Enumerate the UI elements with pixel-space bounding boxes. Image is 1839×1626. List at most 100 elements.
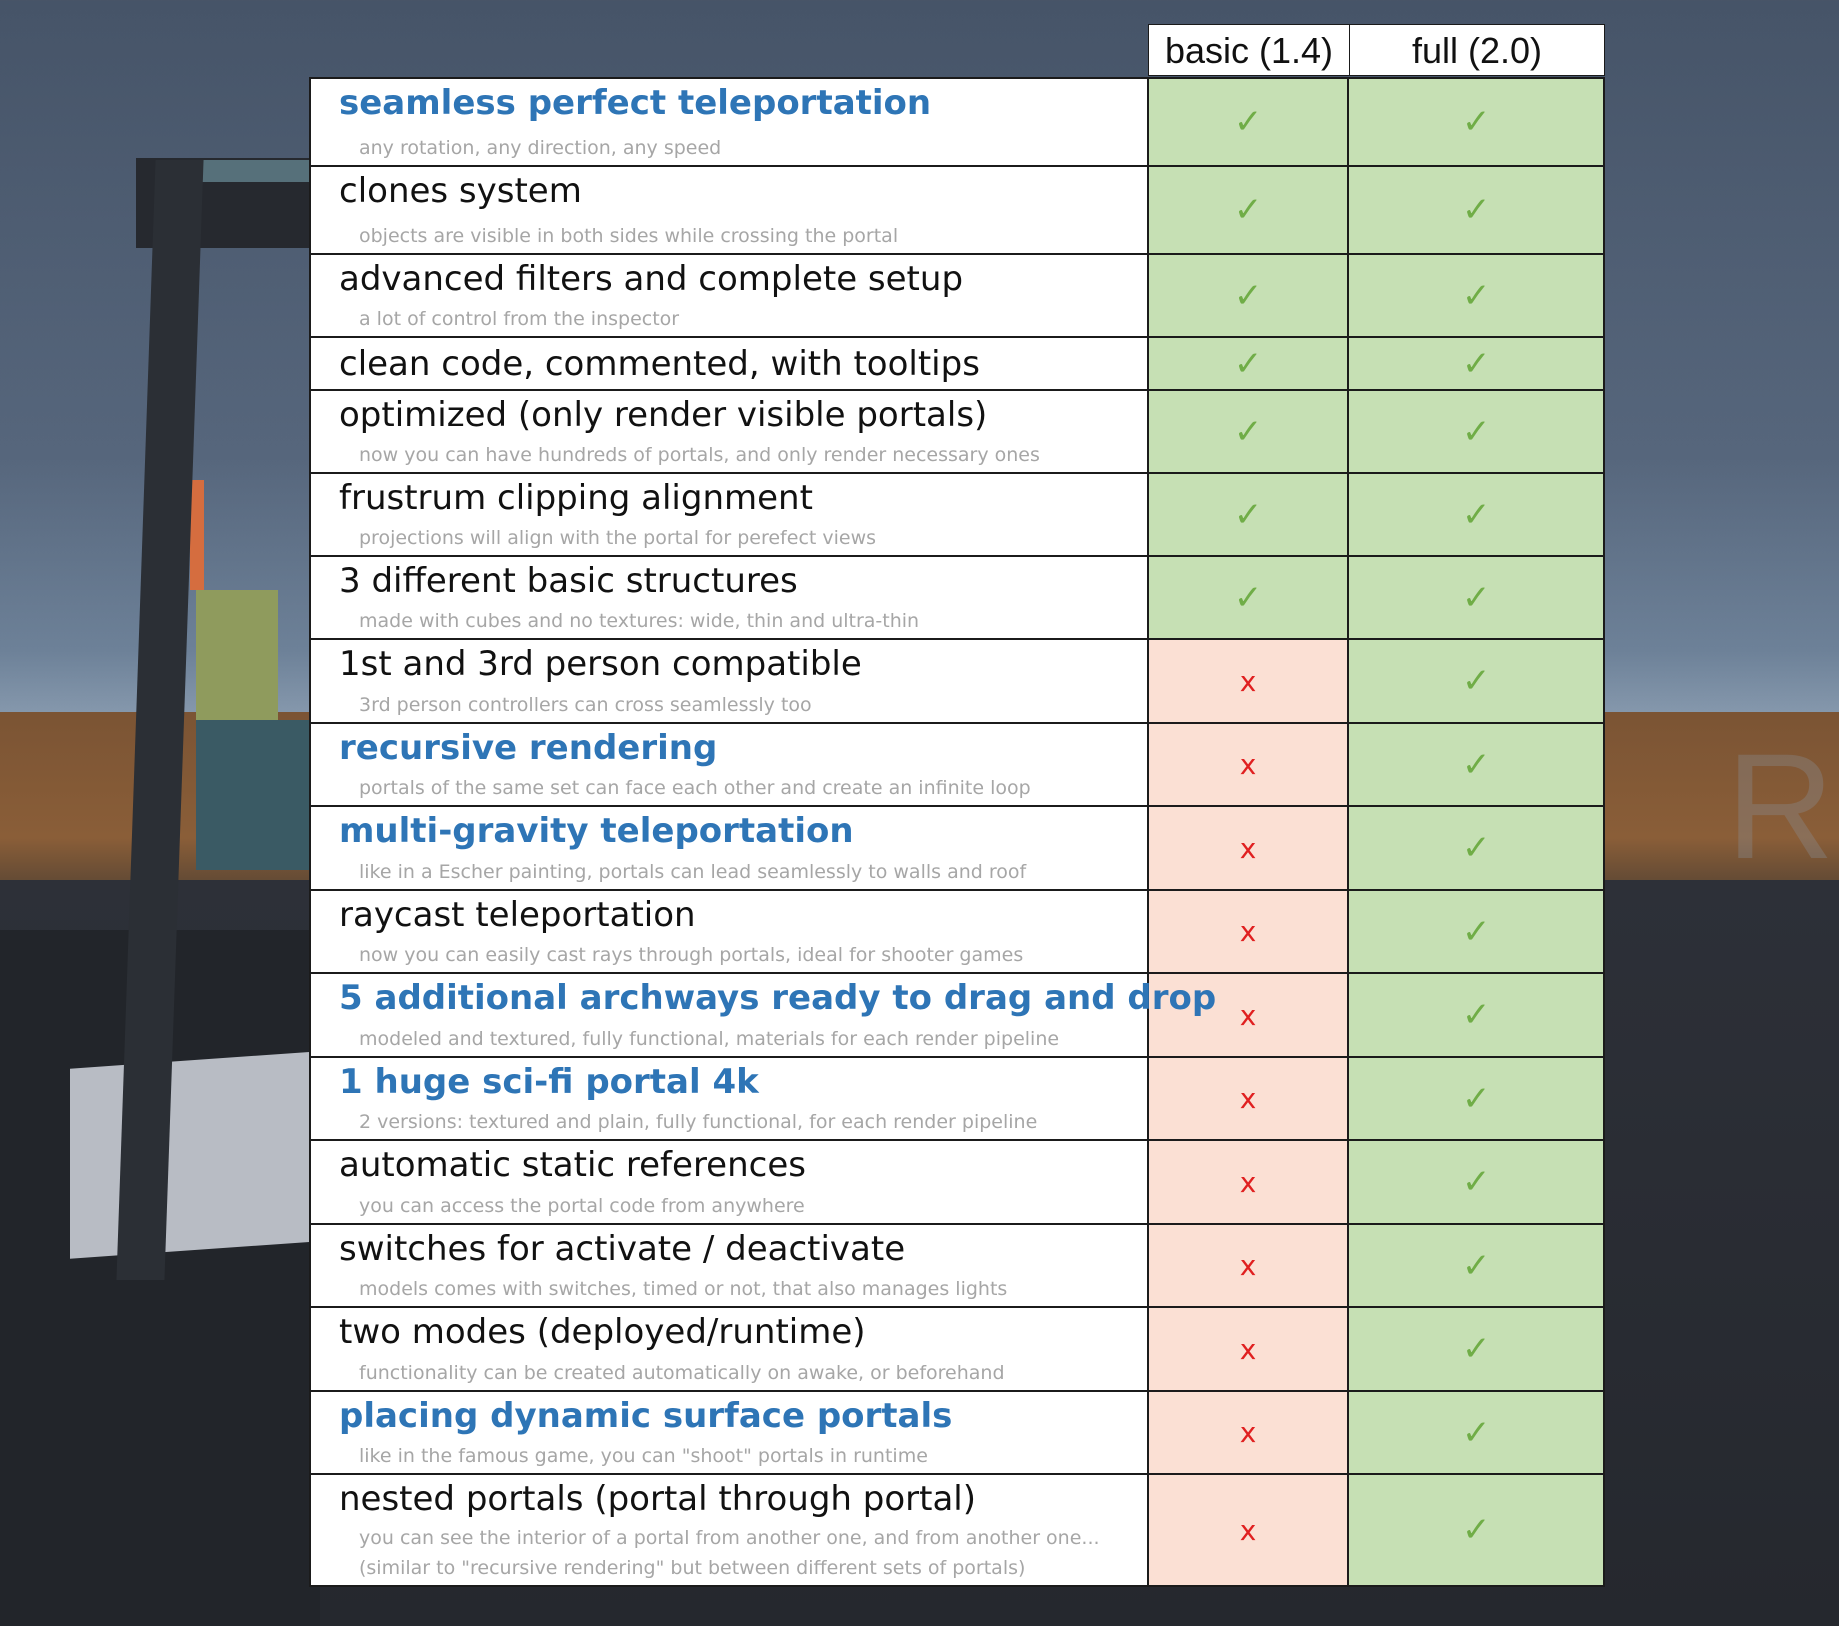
table-row: nested portals (portal through portal) yo… <box>311 1475 1603 1587</box>
basic-cell: x <box>1148 1475 1350 1585</box>
check-icon: ✓ <box>1461 577 1491 618</box>
feature-description: now you can have hundreds of portals, an… <box>359 444 1040 466</box>
table-row: raycast teleportation now you can easily … <box>311 891 1603 974</box>
check-icon: ✓ <box>1461 1245 1491 1286</box>
feature-cell: frustrum clipping alignment projections w… <box>311 474 1149 555</box>
scene-green-block <box>196 590 278 720</box>
cross-icon: x <box>1239 1082 1257 1115</box>
header-full: full (2.0) <box>1349 24 1605 76</box>
feature-title: 1st and 3rd person compatible <box>339 644 862 684</box>
feature-title: advanced filters and complete setup <box>339 259 964 299</box>
basic-cell: ✓ <box>1148 79 1350 165</box>
feature-description: you can see the interior of a portal fro… <box>359 1527 1100 1549</box>
feature-description: like in a Escher painting, portals can l… <box>359 861 1027 883</box>
check-icon: ✓ <box>1461 1078 1491 1119</box>
table-row: seamless perfect teleportation any rotati… <box>311 79 1603 167</box>
feature-description: a lot of control from the inspector <box>359 308 680 330</box>
feature-title: 5 additional archways ready to drag and … <box>339 978 1217 1018</box>
feature-cell: optimized (only render visible portals) n… <box>311 391 1149 472</box>
check-icon: ✓ <box>1233 190 1263 230</box>
check-icon: ✓ <box>1461 661 1491 701</box>
feature-cell: two modes (deployed/runtime) functionalit… <box>311 1308 1149 1390</box>
feature-description: made with cubes and no textures: wide, t… <box>359 610 920 632</box>
basic-cell: x <box>1148 891 1350 972</box>
feature-title: frustrum clipping alignment <box>339 478 813 518</box>
feature-cell: 1 huge sci-fi portal 4k 2 versions: textu… <box>311 1058 1149 1139</box>
feature-description: projections will align with the portal f… <box>359 527 877 549</box>
basic-cell: ✓ <box>1148 255 1350 336</box>
full-cell: ✓ <box>1349 391 1603 472</box>
feature-description: now you can easily cast rays through por… <box>359 944 1024 966</box>
feature-description: objects are visible in both sides while … <box>359 225 899 247</box>
feature-cell: recursive rendering portals of the same s… <box>311 724 1149 805</box>
check-icon: ✓ <box>1233 411 1263 452</box>
feature-description: portals of the same set can face each ot… <box>359 777 1031 799</box>
full-cell: ✓ <box>1349 1141 1603 1223</box>
full-cell: ✓ <box>1349 891 1603 972</box>
table-row: advanced filters and complete setup a lot… <box>311 255 1603 338</box>
basic-cell: ✓ <box>1148 338 1350 389</box>
feature-title: seamless perfect teleportation <box>339 83 932 123</box>
header-basic: basic (1.4) <box>1148 24 1350 76</box>
feature-cell: 5 additional archways ready to drag and … <box>311 974 1216 1056</box>
table-row: placing dynamic surface portals like in t… <box>311 1392 1603 1475</box>
check-icon: ✓ <box>1461 828 1491 868</box>
feature-cell: clones system objects are visible in both… <box>311 167 1149 253</box>
feature-title: 1 huge sci-fi portal 4k <box>339 1062 759 1102</box>
full-cell: ✓ <box>1349 1225 1603 1306</box>
full-cell: ✓ <box>1349 474 1603 555</box>
feature-cell: 1st and 3rd person compatible 3rd person … <box>311 640 1149 722</box>
basic-cell: x <box>1148 1141 1350 1223</box>
feature-cell: nested portals (portal through portal) yo… <box>311 1475 1149 1585</box>
basic-cell: ✓ <box>1148 391 1350 472</box>
full-cell: ✓ <box>1349 338 1603 389</box>
basic-cell: x <box>1148 974 1350 1056</box>
table-row: 1st and 3rd person compatible 3rd person … <box>311 640 1603 724</box>
basic-cell: x <box>1148 1225 1350 1306</box>
feature-description: 3rd person controllers can cross seamles… <box>359 694 812 716</box>
feature-cell: raycast teleportation now you can easily … <box>311 891 1149 972</box>
check-icon: ✓ <box>1461 102 1491 142</box>
cross-icon: x <box>1239 1416 1257 1449</box>
cross-icon: x <box>1239 1332 1257 1366</box>
feature-cell: switches for activate / deactivate models… <box>311 1225 1149 1306</box>
table-row: automatic static references you can acces… <box>311 1141 1603 1225</box>
check-icon: ✓ <box>1461 1412 1491 1453</box>
cross-icon: x <box>1239 1249 1257 1282</box>
feature-title: multi-gravity teleportation <box>339 811 854 851</box>
check-icon: ✓ <box>1461 744 1491 785</box>
full-cell: ✓ <box>1349 1392 1603 1473</box>
scene-white-block <box>70 1051 320 1259</box>
basic-cell: x <box>1148 1058 1350 1139</box>
scene-teal-block <box>196 720 316 870</box>
check-icon: ✓ <box>1233 577 1263 618</box>
cross-icon: x <box>1239 915 1257 948</box>
cross-icon: x <box>1239 748 1257 781</box>
feature-title: automatic static references <box>339 1145 806 1185</box>
check-icon: ✓ <box>1233 343 1263 384</box>
check-icon: ✓ <box>1461 911 1491 952</box>
basic-cell: x <box>1148 724 1350 805</box>
basic-cell: ✓ <box>1148 474 1350 555</box>
check-icon: ✓ <box>1461 343 1491 384</box>
check-icon: ✓ <box>1233 494 1263 535</box>
table-row: 3 different basic structures made with cu… <box>311 557 1603 640</box>
feature-title: nested portals (portal through portal) <box>339 1479 977 1519</box>
feature-cell: automatic static references you can acces… <box>311 1141 1149 1223</box>
table-body: seamless perfect teleportation any rotati… <box>309 77 1605 1587</box>
feature-cell: clean code, commented, with tooltips <box>311 338 1149 389</box>
table-row: clones system objects are visible in both… <box>311 167 1603 255</box>
feature-title: 3 different basic structures <box>339 561 798 601</box>
full-cell: ✓ <box>1349 255 1603 336</box>
feature-description-extra: (similar to "recursive rendering" but be… <box>359 1557 1026 1579</box>
cross-icon: x <box>1239 1165 1257 1199</box>
table-row: 5 additional archways ready to drag and … <box>311 974 1603 1058</box>
check-icon: ✓ <box>1461 1510 1491 1550</box>
feature-description: modeled and textured, fully functional, … <box>359 1028 1060 1050</box>
header-row: basic (1.4) full (2.0) <box>309 24 1605 77</box>
comparison-table: basic (1.4) full (2.0) seamless perfect … <box>309 24 1605 1587</box>
feature-description: models comes with switches, timed or not… <box>359 1278 1008 1300</box>
basic-cell: ✓ <box>1148 167 1350 253</box>
basic-cell: ✓ <box>1148 557 1350 638</box>
full-cell: ✓ <box>1349 640 1603 722</box>
